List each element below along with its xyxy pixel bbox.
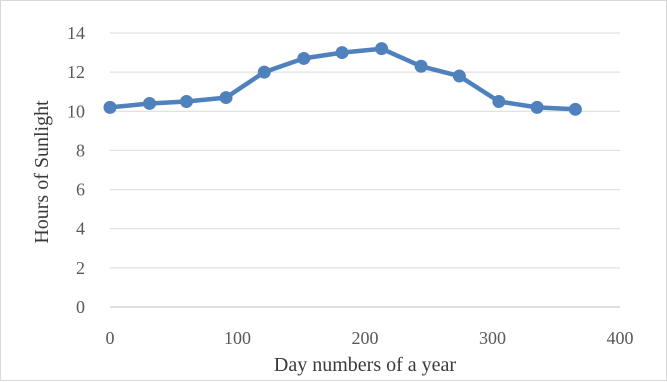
x-tick-label: 300 [479, 328, 506, 348]
data-point [257, 65, 271, 79]
y-tick-label: 2 [76, 258, 85, 278]
series-layer [103, 42, 582, 116]
data-point [143, 96, 157, 110]
data-point [180, 95, 193, 108]
y-axis-title: Hours of Sunlight [31, 100, 53, 244]
data-point [375, 42, 389, 56]
y-tick-label: 14 [67, 23, 85, 43]
data-point [297, 51, 311, 65]
y-tick-label: 8 [76, 140, 85, 160]
data-point [335, 46, 349, 60]
x-tick-labels: 0 100 200 300 400 [106, 328, 634, 348]
x-tick-label: 200 [352, 328, 379, 348]
y-tick-label: 6 [76, 180, 85, 200]
x-tick-label: 400 [607, 328, 634, 348]
y-tick-label: 12 [67, 62, 85, 82]
y-tick-label: 0 [76, 297, 85, 317]
gridlines [110, 32, 620, 269]
y-tick-label: 4 [76, 219, 85, 239]
y-tick-label: 10 [67, 101, 85, 121]
data-point [103, 100, 117, 114]
x-tick-label: 100 [224, 328, 251, 348]
x-axis-title: Day numbers of a year [274, 354, 456, 376]
data-point [219, 91, 233, 105]
data-point [568, 102, 582, 116]
data-point [492, 95, 506, 108]
data-point [414, 59, 428, 73]
x-tick-label: 0 [106, 328, 115, 348]
data-point [452, 69, 466, 83]
y-tick-labels: 0 2 4 6 8 10 12 14 [67, 23, 85, 317]
data-point [530, 100, 544, 114]
